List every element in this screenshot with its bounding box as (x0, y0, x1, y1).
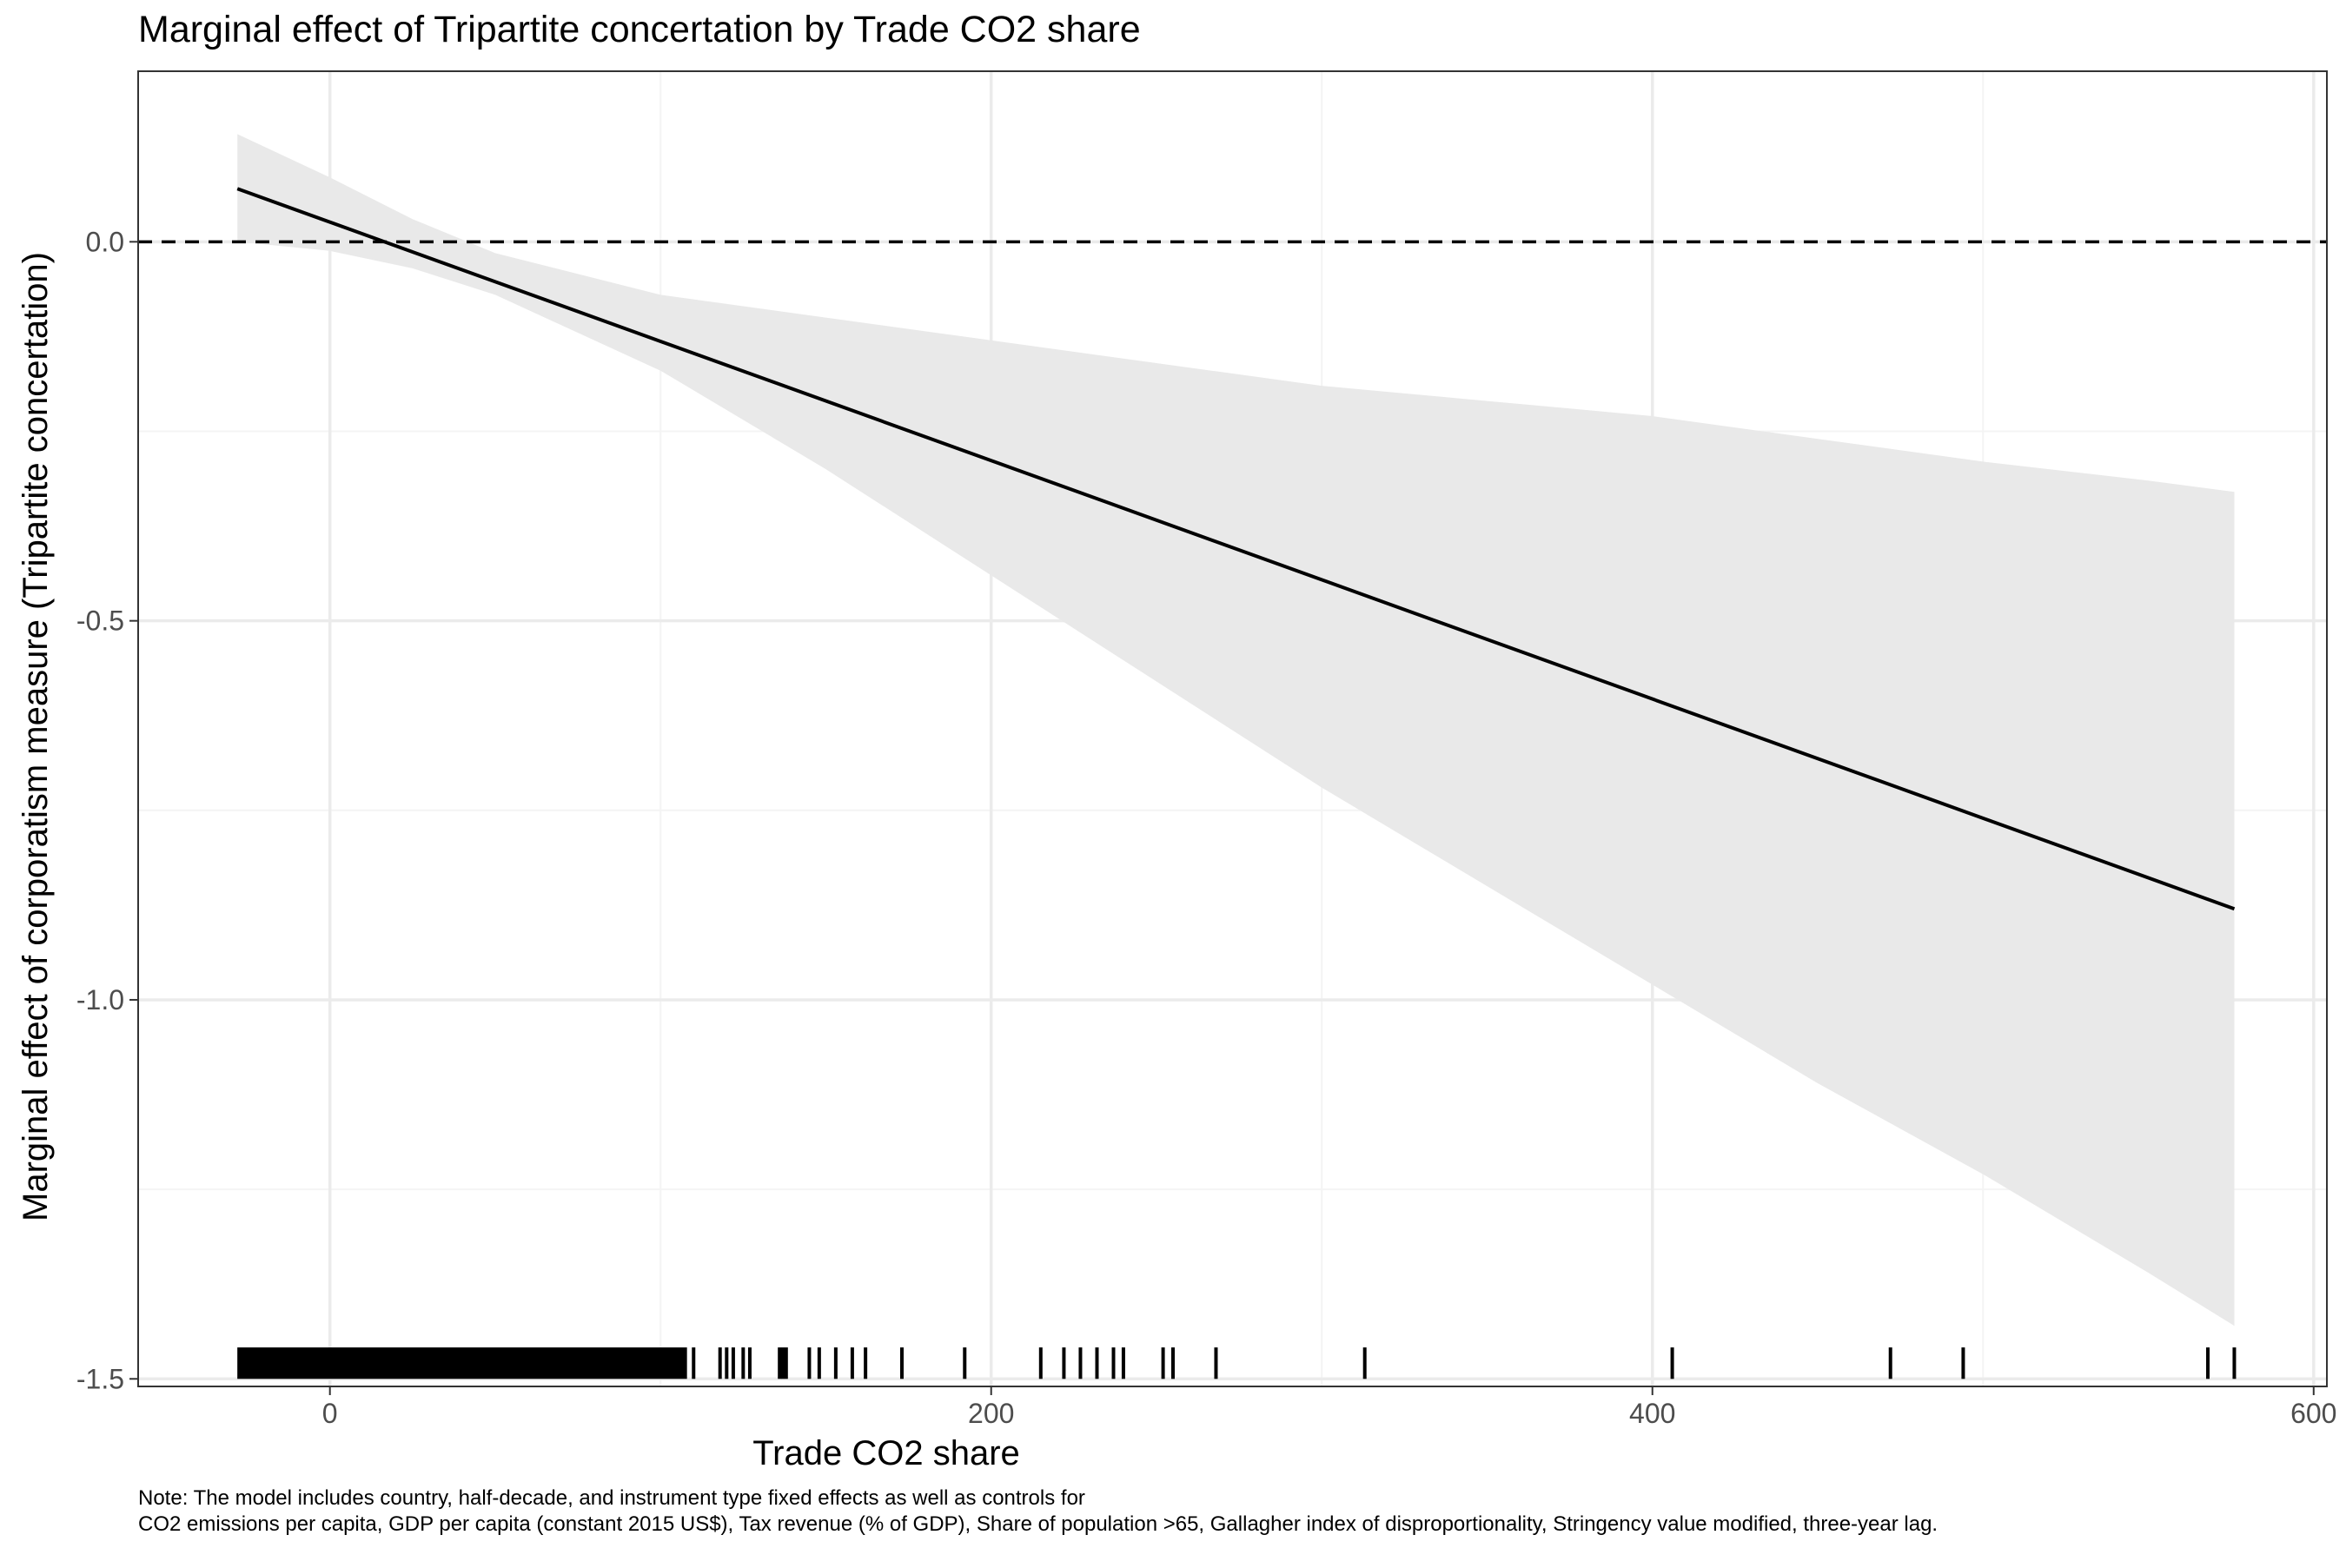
y-tick-label: -1.0 (76, 984, 124, 1016)
confidence-ribbon (237, 134, 2235, 1327)
x-axis-title: Trade CO2 share (752, 1434, 1020, 1472)
effect-line-layer (236, 187, 2236, 911)
note-line-1: Note: The model includes country, half-d… (138, 1486, 1085, 1510)
y-axis-title: Marginal effect of corporatism measure (… (17, 252, 55, 1221)
y-tick-label: -0.5 (76, 605, 124, 637)
note-line-2: CO2 emissions per capita, GDP per capita… (138, 1512, 1938, 1536)
rug-layer (237, 1347, 2237, 1379)
axis-layer: 0 200 400 600 0.0 -0.5 -1.0 -1.5 (76, 226, 2337, 1429)
x-tick-label: 600 (2290, 1398, 2336, 1429)
chart-title: Marginal effect of Tripartite concertati… (138, 9, 1141, 50)
marginal-effect-line (236, 187, 2236, 911)
x-tick-label: 0 (322, 1398, 338, 1429)
y-tick-label: -1.5 (76, 1363, 124, 1394)
x-tick-label: 200 (968, 1398, 1014, 1429)
rug-dense-block (237, 1347, 687, 1379)
x-tick-label: 400 (1629, 1398, 1675, 1429)
panel-border (137, 70, 2328, 1387)
y-tick-label: 0.0 (86, 226, 124, 257)
panel-frame-layer (137, 70, 2328, 1387)
chart-note: Note: The model includes country, half-d… (138, 1485, 1938, 1538)
confidence-ribbon-layer (237, 134, 2235, 1327)
